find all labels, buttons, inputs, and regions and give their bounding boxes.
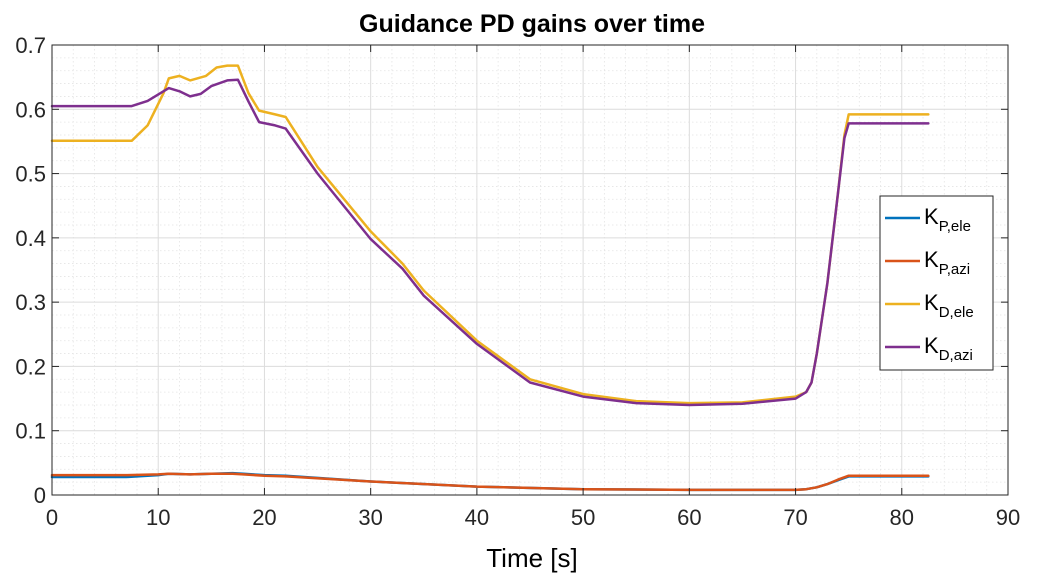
- x-tick-label: 80: [890, 505, 914, 530]
- legend-box: [879, 195, 994, 371]
- legend-entry-symbol: K: [924, 290, 939, 315]
- x-axis-title: Time [s]: [486, 543, 577, 573]
- x-tick-label: 50: [571, 505, 595, 530]
- legend-entry-symbol: K: [924, 247, 939, 272]
- y-tick-label: 0.1: [15, 419, 46, 444]
- plot-area: [52, 45, 1008, 495]
- legend-entry-symbol: K: [924, 333, 939, 358]
- legend-entry: KD,ele: [924, 290, 974, 321]
- x-tick-label: 0: [46, 505, 58, 530]
- y-tick-labels: 0 0.1 0.2 0.3 0.4 0.5 0.6 0.7: [15, 33, 46, 508]
- legend-entry: KP,ele: [924, 204, 971, 235]
- series-line-p-azi: [50, 472, 930, 492]
- plot-frame: [51, 44, 1009, 496]
- legend-entry-subscript: P,ele: [939, 218, 971, 235]
- legend-entry-subscript: D,azi: [939, 347, 973, 364]
- y-tick-label: 0.3: [15, 290, 46, 315]
- x-tick-label: 60: [677, 505, 701, 530]
- x-tick-labels: 0 10 20 30 40 50 60 70 80 90: [46, 505, 1020, 530]
- y-tick-label: 0.2: [15, 354, 46, 379]
- series-layer: [50, 64, 930, 492]
- x-tick-label: 30: [358, 505, 382, 530]
- legend-entry: KP,azi: [924, 247, 970, 278]
- series-line-d-azi: [50, 78, 930, 407]
- y-tick-label: 0.7: [15, 33, 46, 58]
- legend-entry-symbol: K: [924, 204, 939, 229]
- x-tick-label: 10: [146, 505, 170, 530]
- legend-entry: KD,azi: [924, 333, 973, 364]
- y-tick-label: 0.6: [15, 97, 46, 122]
- y-tick-label: 0.4: [15, 226, 46, 251]
- chart-title: Guidance PD gains over time: [359, 10, 705, 38]
- x-tick-label: 20: [252, 505, 276, 530]
- y-tick-label: 0.5: [15, 162, 46, 187]
- x-tick-label: 90: [996, 505, 1020, 530]
- legend-entry-subscript: P,azi: [939, 261, 970, 278]
- y-tick-label: 0: [34, 483, 46, 508]
- x-tick-label: 40: [465, 505, 489, 530]
- tick-marks: [51, 44, 1009, 496]
- x-tick-label: 70: [783, 505, 807, 530]
- legend-entry-subscript: D,ele: [939, 304, 974, 321]
